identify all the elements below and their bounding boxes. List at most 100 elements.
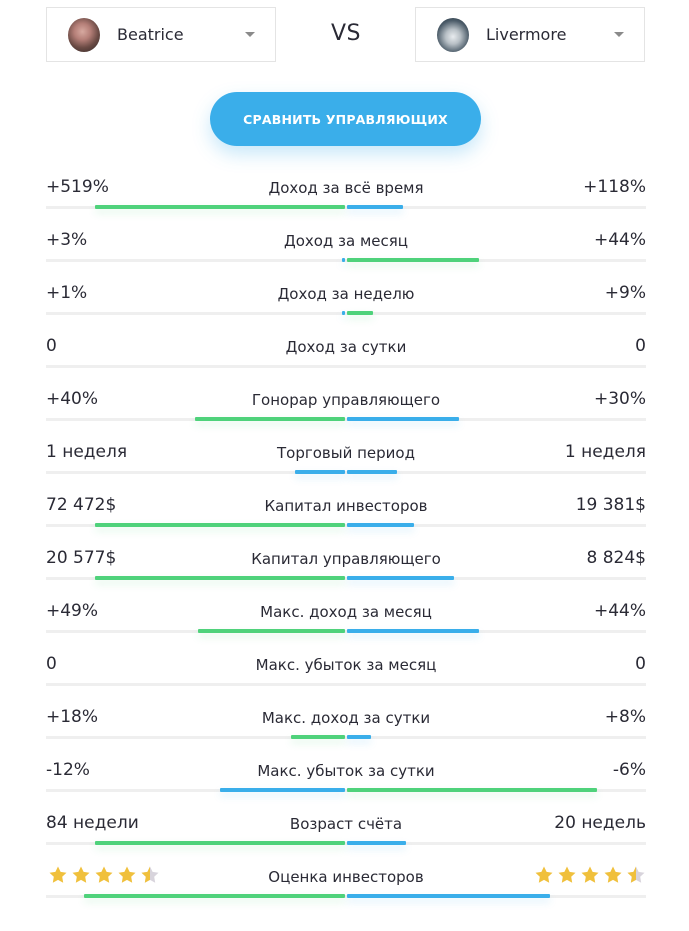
left-value: +519%	[46, 177, 109, 197]
star-icon	[49, 866, 67, 883]
left-bar	[95, 523, 345, 527]
right-value: 0	[635, 654, 646, 674]
right-bar	[347, 894, 550, 898]
chevron-down-icon	[614, 32, 624, 37]
left-value: +18%	[46, 707, 99, 727]
left-bar	[198, 629, 345, 633]
right-bar	[347, 311, 373, 315]
left-manager-select[interactable]: Beatrice	[46, 7, 276, 62]
left-bar	[342, 258, 345, 262]
right-bar	[347, 841, 406, 845]
bar-track	[46, 206, 646, 209]
metric-label: Оценка инвесторов	[268, 868, 424, 886]
left-value: 0	[46, 336, 57, 356]
metric-row: +1% Доход за неделю +9%	[46, 276, 646, 329]
left-value: +40%	[46, 389, 99, 409]
right-value: 0	[635, 336, 646, 356]
metric-row: +18% Макс. доход за сутки +8%	[46, 700, 646, 753]
right-rating	[534, 865, 646, 885]
half-star-icon	[627, 866, 645, 883]
right-bar	[347, 523, 414, 527]
metric-row: +40% Гонорар управляющего +30%	[46, 382, 646, 435]
right-bar	[347, 470, 397, 474]
left-bar	[291, 735, 345, 739]
metric-row: 20 577$ Капитал управляющего 8 824$	[46, 541, 646, 594]
star-icon	[95, 866, 113, 883]
left-bar	[220, 788, 345, 792]
metric-row: 72 472$ Капитал инвесторов 19 381$	[46, 488, 646, 541]
right-bar	[347, 735, 371, 739]
compare-managers-button[interactable]: СРАВНИТЬ УПРАВЛЯЮЩИХ	[210, 92, 481, 146]
metric-label: Капитал управляющего	[251, 550, 441, 568]
left-value: 20 577$	[46, 548, 117, 568]
bar-track	[46, 471, 646, 474]
bar-track	[46, 736, 646, 739]
metric-row: -12% Макс. убыток за сутки -6%	[46, 753, 646, 806]
left-bar	[295, 470, 345, 474]
metric-row: 0 Макс. убыток за месяц 0	[46, 647, 646, 700]
bar-track	[46, 895, 646, 898]
chevron-down-icon	[245, 32, 255, 37]
right-bar	[347, 576, 454, 580]
bar-track	[46, 683, 646, 686]
star-icon	[604, 866, 622, 883]
star-icon	[558, 866, 576, 883]
right-bar	[347, 417, 459, 421]
metric-label: Макс. доход за сутки	[261, 709, 431, 727]
right-value: +118%	[583, 177, 646, 197]
star-icon	[72, 866, 90, 883]
metric-row: +49% Макс. доход за месяц +44%	[46, 594, 646, 647]
left-value: 72 472$	[46, 495, 117, 515]
metric-label: Торговый период	[277, 444, 415, 462]
right-manager-select[interactable]: Livermore	[415, 7, 645, 62]
vs-label: VS	[330, 21, 361, 46]
comparison-table: +519% Доход за всё время +118% +3% Доход за …	[46, 170, 646, 912]
bar-track	[46, 577, 646, 580]
metric-label: Макс. убыток за сутки	[257, 762, 435, 780]
bar-track	[46, 418, 646, 421]
star-icon	[581, 866, 599, 883]
bar-track	[46, 842, 646, 845]
left-value: -12%	[46, 760, 90, 780]
right-value: +9%	[604, 283, 646, 303]
left-bar	[95, 576, 345, 580]
right-bar	[347, 205, 403, 209]
left-value: +3%	[46, 230, 88, 250]
livermore-avatar	[437, 17, 469, 52]
metric-label: Доход за сутки	[285, 338, 407, 356]
right-value: -6%	[612, 760, 646, 780]
metric-label: Доход за неделю	[277, 285, 415, 303]
metric-label: Макс. доход за месяц	[260, 603, 432, 621]
metric-row: 0 Доход за сутки 0	[46, 329, 646, 382]
right-value: 1 неделя	[564, 442, 646, 462]
left-bar	[95, 205, 345, 209]
metric-row: 84 недели Возраст счёта 20 недель	[46, 806, 646, 859]
bar-track	[46, 630, 646, 633]
left-bar	[95, 841, 345, 845]
right-bar	[347, 788, 597, 792]
right-manager-name: Livermore	[486, 25, 567, 44]
right-value: 8 824$	[586, 548, 646, 568]
metric-row: Оценка инвесторов	[46, 859, 646, 912]
metric-row: 1 неделя Торговый период 1 неделя	[46, 435, 646, 488]
left-value: +49%	[46, 601, 99, 621]
left-value: 84 недели	[46, 813, 139, 833]
left-bar	[195, 417, 345, 421]
half-star-icon	[141, 866, 159, 883]
right-value: +8%	[604, 707, 646, 727]
left-rating	[48, 865, 160, 885]
right-value: +30%	[593, 389, 646, 409]
metric-label: Доход за всё время	[268, 179, 424, 197]
right-bar	[347, 629, 479, 633]
left-value: 0	[46, 654, 57, 674]
beatrice-avatar	[68, 17, 100, 52]
right-value: 20 недель	[554, 813, 646, 833]
left-bar	[84, 894, 345, 898]
bar-track	[46, 524, 646, 527]
left-value: +1%	[46, 283, 88, 303]
right-value: +44%	[593, 230, 646, 250]
star-icon	[118, 866, 136, 883]
metric-label: Доход за месяц	[283, 232, 409, 250]
metric-row: +3% Доход за месяц +44%	[46, 223, 646, 276]
bar-track	[46, 365, 646, 368]
